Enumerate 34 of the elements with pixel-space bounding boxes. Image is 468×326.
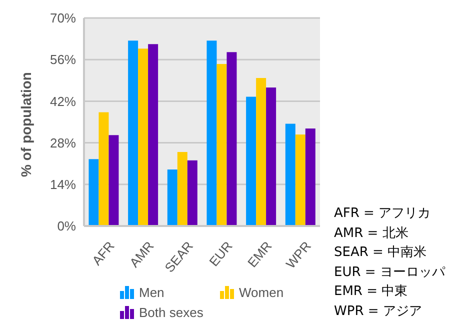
text: WPR = アジア <box>334 302 423 320</box>
bar <box>128 40 138 226</box>
legend-label: Both sexes <box>139 304 204 320</box>
text: AFR = アフリカ <box>334 205 432 223</box>
bar <box>285 124 296 226</box>
text: EMR = 中東 <box>334 283 409 301</box>
text: EUR = ヨーロッパ <box>334 264 445 282</box>
bar <box>206 40 217 226</box>
y-tick-label: 42% <box>50 94 76 109</box>
y-tick-label: 0% <box>57 218 76 234</box>
y-tick-label: 56% <box>50 52 76 68</box>
bar <box>88 159 99 226</box>
bar <box>177 152 188 226</box>
bar <box>148 44 158 226</box>
y-tick-label: 14% <box>50 177 76 192</box>
y-axis-title: % of population <box>18 72 34 177</box>
bar <box>187 160 198 226</box>
bar <box>256 78 266 226</box>
bar <box>138 48 148 226</box>
bar <box>108 135 119 226</box>
text: SEAR = 中南米 <box>334 244 428 262</box>
bar <box>305 128 316 226</box>
bar <box>98 112 109 226</box>
text: AMR = 北米 <box>334 224 410 242</box>
bar <box>167 170 178 226</box>
bar <box>246 96 256 226</box>
bar <box>216 64 227 226</box>
legend-label: Men <box>139 284 164 300</box>
bar <box>226 52 237 226</box>
bar <box>295 134 306 226</box>
legend-label: Women <box>239 284 284 300</box>
y-tick-label: 28% <box>50 135 76 150</box>
y-tick-label: 70% <box>50 10 76 26</box>
bar <box>266 88 276 226</box>
